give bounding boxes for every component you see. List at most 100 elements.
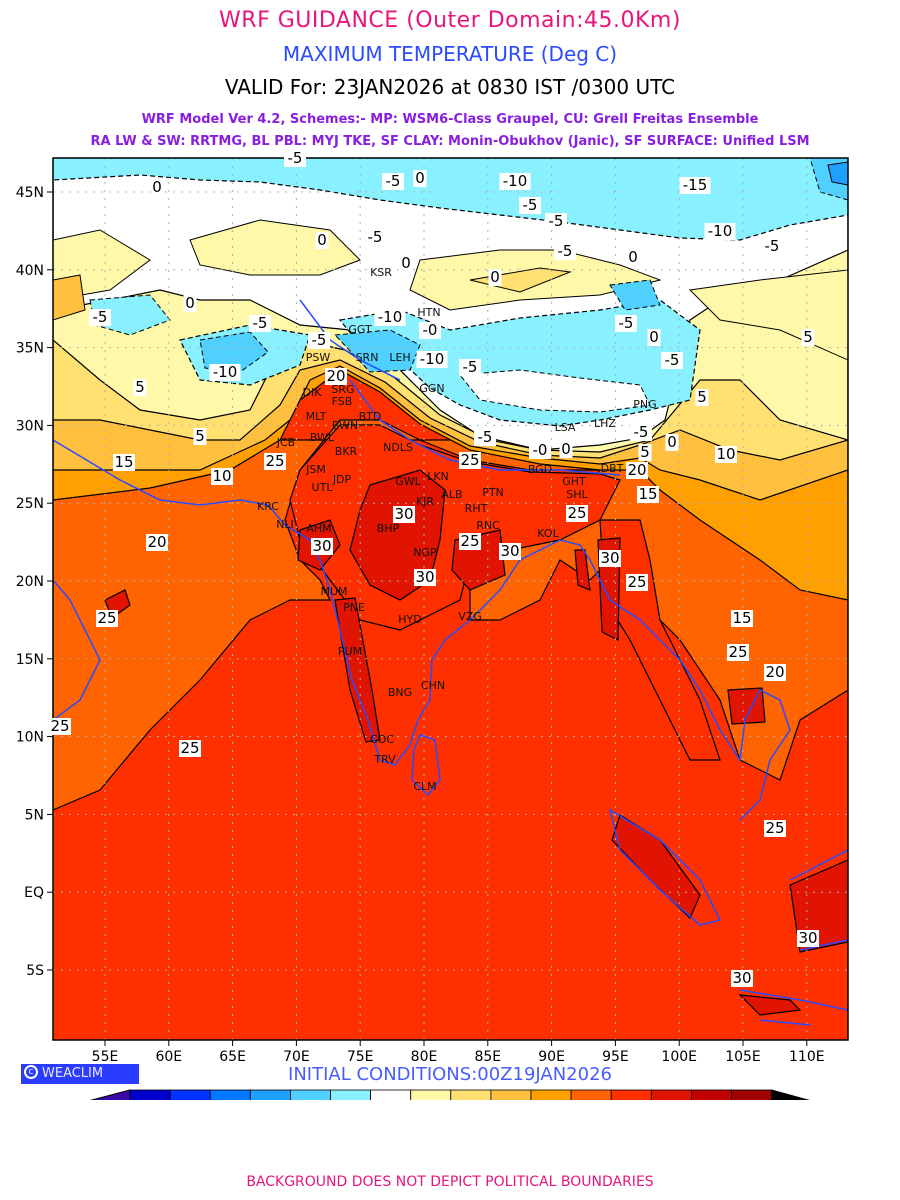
temperature-map: 55E 60E 65E 70E 75E 80E 85E 90E 95E 100E 105E 110E 4… [16,149,849,1100]
contour-label: -5 [523,196,538,214]
contour-label-bg [393,506,415,523]
contour-label-bg [545,213,567,230]
contour-label-bg [150,179,164,196]
contour-label: -10 [378,308,403,326]
contour-label-bg [566,505,588,522]
city-label: DBT [601,462,624,475]
city-label: GWL [395,475,421,488]
contour-label-bg [797,930,819,947]
city-label: ALB [441,488,462,501]
lat-tick-label: 10N [16,730,44,746]
city-label: LHZ [594,417,616,430]
city-label: RHT [465,502,488,515]
contour-label-bg [311,538,333,555]
city-label: BTD [359,410,382,423]
contour-label-bg [89,309,111,326]
contour-label-bg [193,428,207,445]
contour-label: -10 [420,350,445,368]
contour-label-bg [211,468,233,485]
city-label: BWN [332,419,358,432]
contour-label: -5 [765,237,780,255]
lat-tick-label: 20N [16,574,44,590]
contour-label: 0 [561,440,571,458]
contour-label: -15 [683,176,708,194]
colorbar-swatch [731,1089,772,1100]
contour-label: 30 [500,542,519,560]
valid-time: VALID For: 23JAN2026 at 0830 IST /0300 U… [224,75,676,99]
contour-label: -10 [503,172,528,190]
contour-label-bg [704,223,736,240]
colorbar-under-arrow [89,1089,131,1100]
colorbar-swatch [249,1089,291,1100]
city-label: BHP [377,522,400,535]
contour-label-bg [474,429,496,446]
city-label: NGP [413,546,437,559]
contour-label: -10 [708,222,733,240]
contour-label: 5 [640,443,650,461]
city-label: BWL [310,431,335,444]
contour-label-bg [715,446,737,463]
city-label: BGD [528,463,552,476]
city-label: MLT [306,410,327,423]
contour-label: 5 [697,388,707,406]
contour-label: 15 [114,453,133,471]
contour-label-bg [209,364,241,381]
chart-title: WRF GUIDANCE (Outer Domain:45.0Km) [219,8,681,33]
contour-label: -5 [665,351,680,369]
contour-label: 0 [415,169,425,187]
city-label: PNE [343,601,365,614]
variable-title: MAXIMUM TEMPERATURE (Deg C) [282,42,618,66]
colorbar-swatch [650,1089,692,1100]
city-label: GGT [348,323,372,336]
contour-label: -5 [619,314,634,332]
contour-label-bg [308,332,330,349]
contour-label-bg [764,664,786,681]
model-info-line-1: WRF Model Ver 4.2, Schemes:- MP: WSM6-Cl… [141,112,759,127]
city-label: JSM [305,463,326,476]
contour-label-bg [731,610,753,627]
contour-label: 20 [326,367,345,385]
weaclim-credit-badge: c WEACLIM [21,1064,139,1084]
city-label: LKN [427,470,449,483]
city-label: BNG [388,686,412,699]
lon-tick-label: 85E [474,1049,501,1065]
contour-label-bg [49,718,71,735]
contour-label-bg [499,173,531,190]
colorbar-swatch [570,1089,612,1100]
contour-label-bg [382,173,404,190]
contour-label: 25 [460,451,479,469]
contour-label-bg [459,359,481,376]
contour-label-bg [615,315,637,332]
contour-label: 15 [638,485,657,503]
contour-label: 25 [627,573,646,591]
contour-label-bg [183,295,197,312]
contour-label-bg [630,424,652,441]
contour-label: -5 [312,331,327,349]
contour-label: 25 [50,717,69,735]
contour-label: -5 [386,172,401,190]
contour-label: 25 [567,504,586,522]
city-label: MUM [320,585,347,598]
lon-tick-label: 80E [411,1049,438,1065]
contour-label: 20 [147,533,166,551]
contour-label-bg [413,170,427,187]
lat-tick-label: 5S [26,963,44,979]
lon-tick-label: 105E [725,1049,761,1065]
contour-label: -10 [213,363,238,381]
contour-label: 20 [627,461,646,479]
contour-label: -0 [533,441,548,459]
contour-label-bg [529,442,551,459]
contour-label-bg [761,238,783,255]
contour-labels: -5 0 -5 0 -10 -5 -5 -15 -10 -5 0 -5 0 0 0 -5 0 -5 -10 -5 -10… [49,149,819,987]
contour-label-bg [414,569,436,586]
contour-label: 25 [728,643,747,661]
contour-label: 25 [265,452,284,470]
contour-label-bg [679,177,711,194]
contour-label: 0 [628,248,638,266]
contour-label-bg [731,970,753,987]
lon-tick-label: 55E [92,1049,119,1065]
contour-label-bg [599,550,621,567]
lat-tick-label: 25N [16,496,44,512]
city-label: NLI [276,518,294,531]
copyright-icon: c [24,1065,38,1079]
